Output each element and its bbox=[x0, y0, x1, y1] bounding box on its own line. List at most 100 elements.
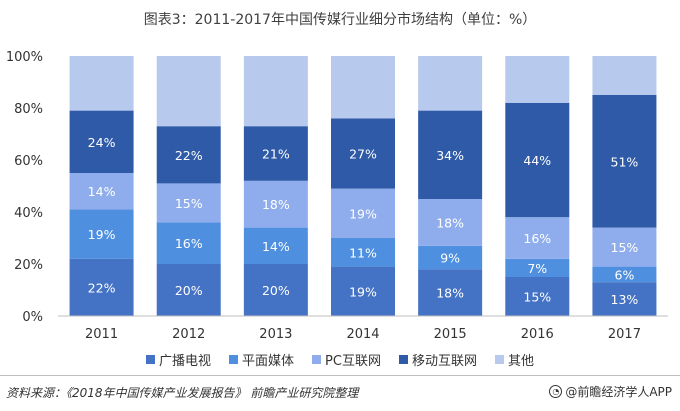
y-tick-label: 0% bbox=[22, 310, 43, 325]
data-label: 7% bbox=[527, 261, 547, 276]
legend-item: 其他 bbox=[494, 350, 534, 369]
data-label: 9% bbox=[440, 251, 460, 266]
y-tick-label: 20% bbox=[14, 258, 43, 273]
data-label: 51% bbox=[611, 154, 639, 169]
y-tick-label: 80% bbox=[14, 102, 43, 117]
legend-label: 移动互联网 bbox=[411, 354, 477, 369]
x-tick-label: 2013 bbox=[259, 327, 292, 342]
x-tick-label: 2015 bbox=[434, 327, 467, 342]
legend-label: 广播电视 bbox=[159, 354, 212, 369]
chart-title: 图表3：2011-2017年中国传媒行业细分市场结构（单位：%） bbox=[143, 12, 537, 28]
data-label: 22% bbox=[175, 148, 203, 163]
legend-swatch bbox=[398, 355, 408, 364]
data-label: 21% bbox=[262, 147, 290, 162]
legend-swatch bbox=[494, 355, 504, 364]
y-tick-label: 60% bbox=[14, 154, 43, 169]
bar-segment bbox=[156, 222, 221, 264]
bar-segment bbox=[505, 217, 570, 259]
brand-text: @前瞻经济学人APP bbox=[565, 385, 672, 399]
bar-segment bbox=[69, 209, 134, 259]
legend: 广播电视 平面媒体 PC互联网 移动互联网 其他 bbox=[0, 350, 680, 369]
x-axis: 2011 2012 2013 2014 2015 2016 2017 bbox=[58, 315, 668, 342]
data-label: 11% bbox=[349, 245, 377, 260]
bar-segment bbox=[505, 258, 570, 277]
bar-segment bbox=[156, 183, 221, 223]
x-tick-label: 2017 bbox=[608, 327, 641, 342]
bar-segment bbox=[156, 126, 221, 184]
data-label: 19% bbox=[349, 284, 377, 299]
y-axis: 0% 20% 40% 60% 80% 100% bbox=[6, 50, 43, 325]
bar-segment bbox=[418, 199, 483, 246]
data-label: 15% bbox=[611, 240, 639, 255]
bar-segment bbox=[69, 258, 134, 316]
data-label: 18% bbox=[262, 197, 290, 212]
bar-segment bbox=[592, 266, 657, 283]
bar-segment bbox=[69, 56, 134, 111]
data-label: 19% bbox=[349, 206, 377, 221]
data-label: 44% bbox=[523, 153, 551, 168]
data-label: 16% bbox=[523, 231, 551, 246]
bar-segment bbox=[505, 56, 570, 103]
bar-segment bbox=[505, 102, 570, 218]
data-label: 27% bbox=[349, 147, 377, 162]
data-label: 20% bbox=[262, 283, 290, 298]
data-label: 13% bbox=[611, 292, 639, 307]
x-tick-label: 2012 bbox=[172, 327, 205, 342]
legend-label: 其他 bbox=[507, 354, 534, 369]
footer-divider bbox=[0, 375, 680, 376]
legend-label: PC互联网 bbox=[325, 354, 381, 369]
bar-segment bbox=[331, 118, 395, 189]
legend-swatch bbox=[312, 355, 322, 364]
bar-segment bbox=[505, 277, 570, 316]
bar-segment bbox=[418, 56, 483, 111]
brand-credit: ◔ @前瞻经济学人APP bbox=[549, 383, 672, 400]
data-label: 14% bbox=[262, 239, 290, 254]
legend-swatch bbox=[229, 355, 239, 364]
bar-segment bbox=[592, 282, 657, 316]
bar-segment bbox=[418, 269, 483, 316]
data-label: 14% bbox=[88, 184, 116, 199]
q-logo-icon: ◔ bbox=[549, 385, 563, 398]
bar-segment bbox=[418, 245, 483, 270]
data-label: 18% bbox=[436, 286, 464, 301]
bar-segment bbox=[156, 264, 221, 316]
data-label: 20% bbox=[175, 283, 203, 298]
legend-item: PC互联网 bbox=[312, 350, 381, 369]
legend-item: 广播电视 bbox=[146, 350, 211, 369]
bars-group: 22% 19% 14% 24% 20% 16% 15% 22% 20% 14% 18% 21% 19% 1… bbox=[69, 56, 657, 316]
source-note: 资料来源：《2018年中国传媒产业发展报告》 前瞻产业研究院整理 bbox=[6, 386, 359, 400]
bar-segment bbox=[331, 238, 395, 267]
legend-item: 平面媒体 bbox=[229, 350, 294, 369]
legend-label: 平面媒体 bbox=[242, 354, 295, 369]
x-tick-label: 2014 bbox=[346, 327, 379, 342]
bar-segment bbox=[69, 173, 134, 210]
bar-segment bbox=[592, 227, 657, 267]
bar-segment bbox=[331, 188, 395, 238]
bar-segment bbox=[243, 227, 308, 264]
y-tick-label: 40% bbox=[14, 206, 43, 221]
x-tick-label: 2011 bbox=[85, 327, 118, 342]
bar-segment bbox=[592, 95, 657, 228]
data-label: 18% bbox=[436, 215, 464, 230]
y-tick-label: 100% bbox=[6, 50, 43, 65]
bar-segment bbox=[331, 266, 395, 316]
bar-segment bbox=[243, 264, 308, 316]
data-label: 22% bbox=[88, 280, 116, 295]
data-label: 19% bbox=[88, 227, 116, 242]
bar-segment bbox=[418, 110, 483, 199]
bar-segment bbox=[243, 56, 308, 127]
data-label: 15% bbox=[175, 196, 203, 211]
x-tick-label: 2016 bbox=[521, 327, 554, 342]
data-label: 15% bbox=[523, 290, 551, 305]
bar-segment bbox=[156, 56, 221, 127]
bar-segment bbox=[69, 110, 134, 173]
bar-segment bbox=[331, 56, 395, 119]
data-label: 34% bbox=[436, 148, 464, 163]
data-label: 16% bbox=[175, 236, 203, 251]
data-label: 6% bbox=[615, 267, 635, 282]
data-label: 24% bbox=[88, 135, 116, 150]
bar-segment bbox=[243, 180, 308, 228]
bar-segment bbox=[243, 126, 308, 181]
legend-item: 移动互联网 bbox=[398, 350, 477, 369]
